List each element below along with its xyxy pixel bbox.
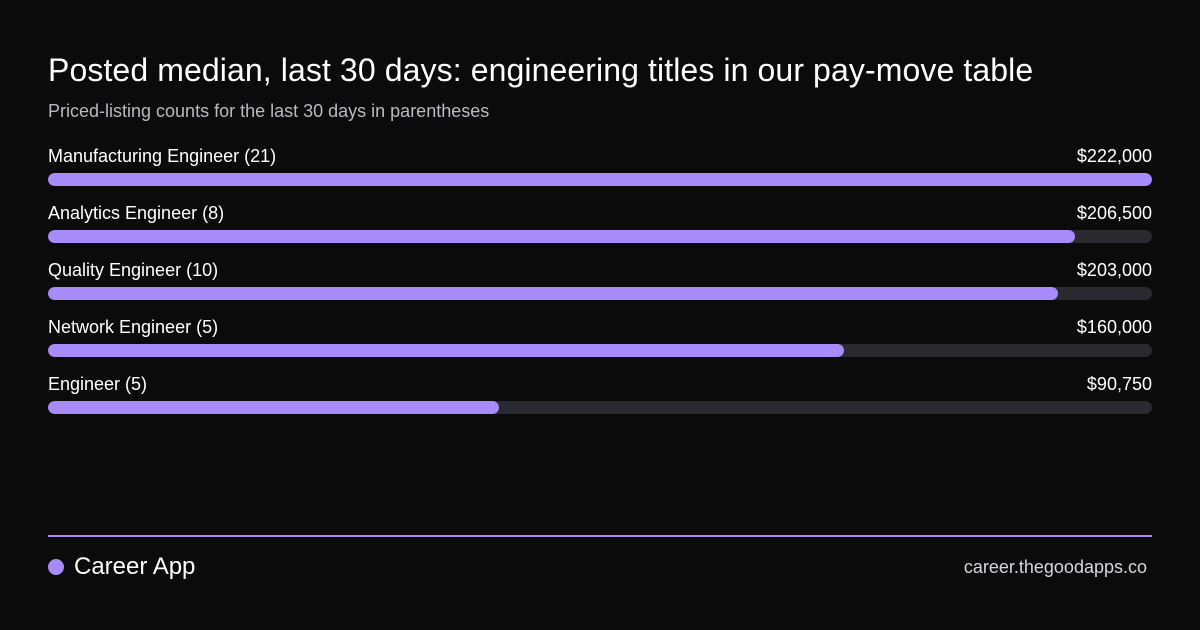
bar-value-label: $90,750 [1086, 374, 1152, 394]
bar-value-label: $206,500 [1076, 203, 1152, 223]
bar-label: Quality Engineer (10) [48, 260, 219, 280]
bar [48, 230, 1075, 243]
chart-subtitle: Priced-listing counts for the last 30 da… [48, 101, 490, 121]
footer-divider [48, 535, 1152, 537]
bar-row: Network Engineer (5) $160,000 [48, 314, 1152, 358]
bar-value-label: $203,000 [1076, 260, 1152, 280]
bar-value-label: $222,000 [1076, 146, 1152, 166]
footer-url: career.thegoodapps.co [963, 557, 1147, 577]
bar-label: Engineer (5) [48, 374, 148, 394]
brand-dot-icon [48, 559, 64, 575]
brand-name: Career App [74, 553, 196, 580]
bar-row: Manufacturing Engineer (21) $222,000 [48, 143, 1152, 187]
bar-track [48, 173, 1152, 186]
bar-track [48, 344, 1152, 357]
bar-label: Network Engineer (5) [48, 317, 219, 337]
bar-row: Quality Engineer (10) $203,000 [48, 257, 1152, 301]
bar-row: Engineer (5) $90,750 [48, 371, 1152, 415]
bar [48, 287, 1058, 300]
bar-track [48, 230, 1152, 243]
bar-row: Analytics Engineer (8) $206,500 [48, 200, 1152, 244]
bar-track [48, 401, 1152, 414]
bar-chart: Manufacturing Engineer (21) $222,000 Analy… [48, 143, 1152, 423]
bar-label: Analytics Engineer (8) [48, 203, 225, 223]
bar-value-label: $160,000 [1076, 317, 1152, 337]
bar [48, 173, 1152, 186]
bar [48, 344, 844, 357]
brand: Career App [48, 552, 195, 582]
bar [48, 401, 499, 414]
chart-title: Posted median, last 30 days: engineering… [48, 52, 1034, 88]
bar-label: Manufacturing Engineer (21) [48, 146, 277, 166]
bar-track [48, 287, 1152, 300]
